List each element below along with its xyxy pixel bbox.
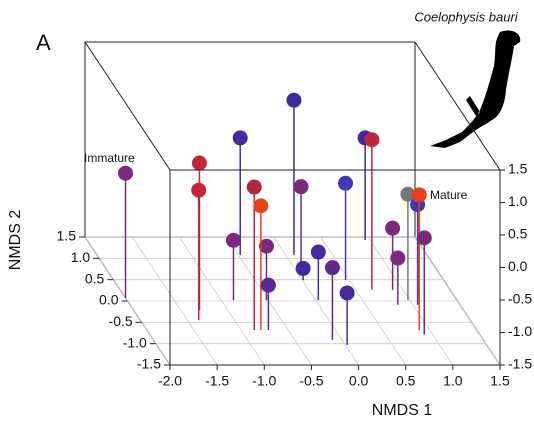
z-tick-label: 0.5 xyxy=(508,226,528,242)
point xyxy=(411,187,427,203)
point xyxy=(260,277,276,293)
point xyxy=(286,92,302,108)
point xyxy=(191,182,207,198)
x-axis-title: NMDS 1 xyxy=(372,402,433,419)
z-tick-label: 0.0 xyxy=(508,258,528,274)
point xyxy=(400,186,416,202)
point xyxy=(385,220,401,236)
z-tick-label: -0.5 xyxy=(508,291,532,307)
x-tick-label: -1.0 xyxy=(252,373,276,389)
z-tick-label: -1.5 xyxy=(508,356,532,372)
panel-label: A xyxy=(36,30,51,55)
species-name: Coelophysis bauri xyxy=(414,9,518,24)
point xyxy=(118,165,134,181)
point xyxy=(232,130,248,146)
x-tick-label: 1.0 xyxy=(443,373,463,389)
y-tick-label: -1.0 xyxy=(123,334,147,350)
point xyxy=(324,260,340,276)
point xyxy=(390,250,406,266)
point xyxy=(338,175,354,191)
point xyxy=(416,230,432,246)
y-tick-label: 1.5 xyxy=(57,228,77,244)
x-tick-label: 1.5 xyxy=(490,373,510,389)
point xyxy=(246,179,262,195)
box-edge xyxy=(414,41,501,171)
annotation: Mature xyxy=(430,188,468,202)
point xyxy=(253,198,269,214)
x-tick-label: -0.5 xyxy=(299,373,323,389)
y-axis-title: NMDS 2 xyxy=(7,210,24,271)
y-tick-label: -0.5 xyxy=(109,313,133,329)
z-tick-label: -1.0 xyxy=(508,323,532,339)
y-tick-label: 0.0 xyxy=(99,292,119,308)
x-tick-label: 0.5 xyxy=(396,373,416,389)
x-tick-label: 0.0 xyxy=(349,373,369,389)
y-tick-label: 1.0 xyxy=(71,249,91,265)
point xyxy=(339,285,355,301)
box-edge xyxy=(84,41,171,171)
y-tick-label: -1.5 xyxy=(137,356,161,372)
x-tick-label: -1.5 xyxy=(205,373,229,389)
point xyxy=(225,232,241,248)
silhouette xyxy=(430,30,521,148)
annotation: Immature xyxy=(84,151,135,165)
point xyxy=(310,244,326,260)
point xyxy=(191,155,207,171)
z-tick-label: 1.5 xyxy=(508,161,528,177)
point xyxy=(295,260,311,276)
point xyxy=(258,238,274,254)
y-tick-label: 0.5 xyxy=(85,270,105,286)
z-tick-label: 1.0 xyxy=(508,193,528,209)
point xyxy=(364,132,380,148)
point xyxy=(293,179,309,195)
x-tick-label: -2.0 xyxy=(158,373,182,389)
